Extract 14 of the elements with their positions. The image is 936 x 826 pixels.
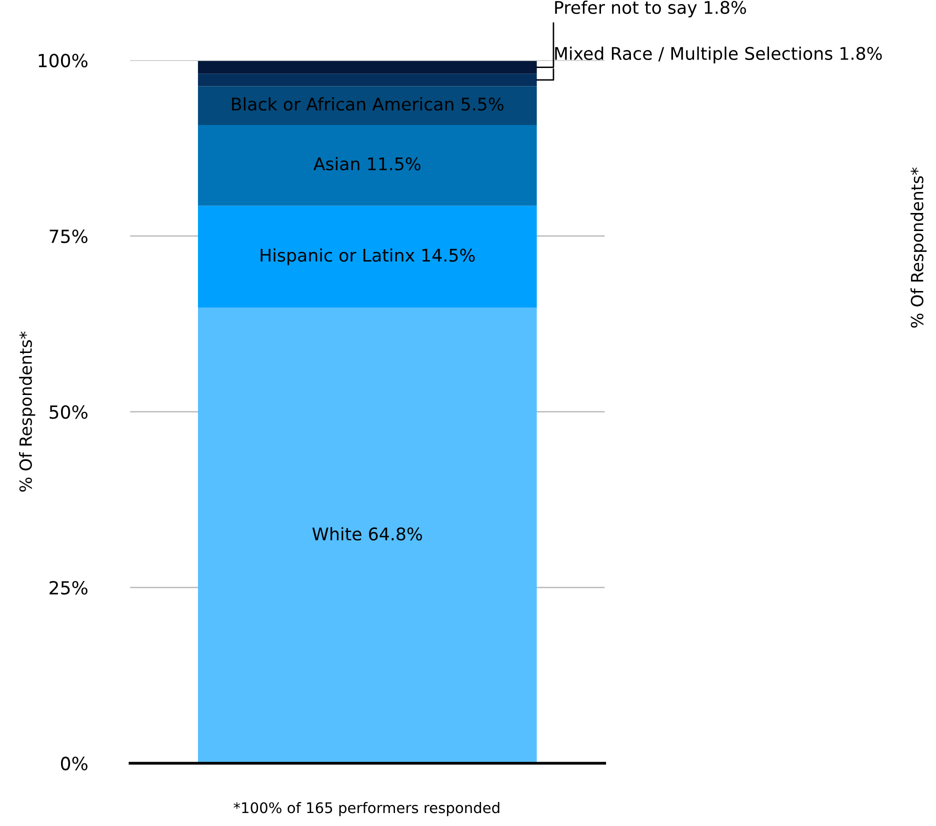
y-axis-title: % Of Respondents* <box>19 332 36 492</box>
text: % Of Respondents* <box>910 168 927 328</box>
y-tick-label: 75% <box>50 229 88 244</box>
data-label: Hispanic or Latinx 14.5% <box>260 248 475 266</box>
data-label: Asian 11.5% <box>313 156 420 170</box>
data-label: Mixed Race / Multiple Selections 1.8% <box>555 46 882 64</box>
data-label: Prefer not to say 1.8% <box>555 0 746 18</box>
y-tick-label: 0% <box>60 756 88 770</box>
data-label: White 64.8% <box>312 527 422 541</box>
y-tick-label: 100% <box>38 54 88 68</box>
y-tick-label: 50% <box>50 405 88 419</box>
y-tick-label: 25% <box>50 580 88 595</box>
text: *100% of 165 performers responded <box>234 802 500 816</box>
data-label: Black or African American 5.5% <box>232 97 504 111</box>
